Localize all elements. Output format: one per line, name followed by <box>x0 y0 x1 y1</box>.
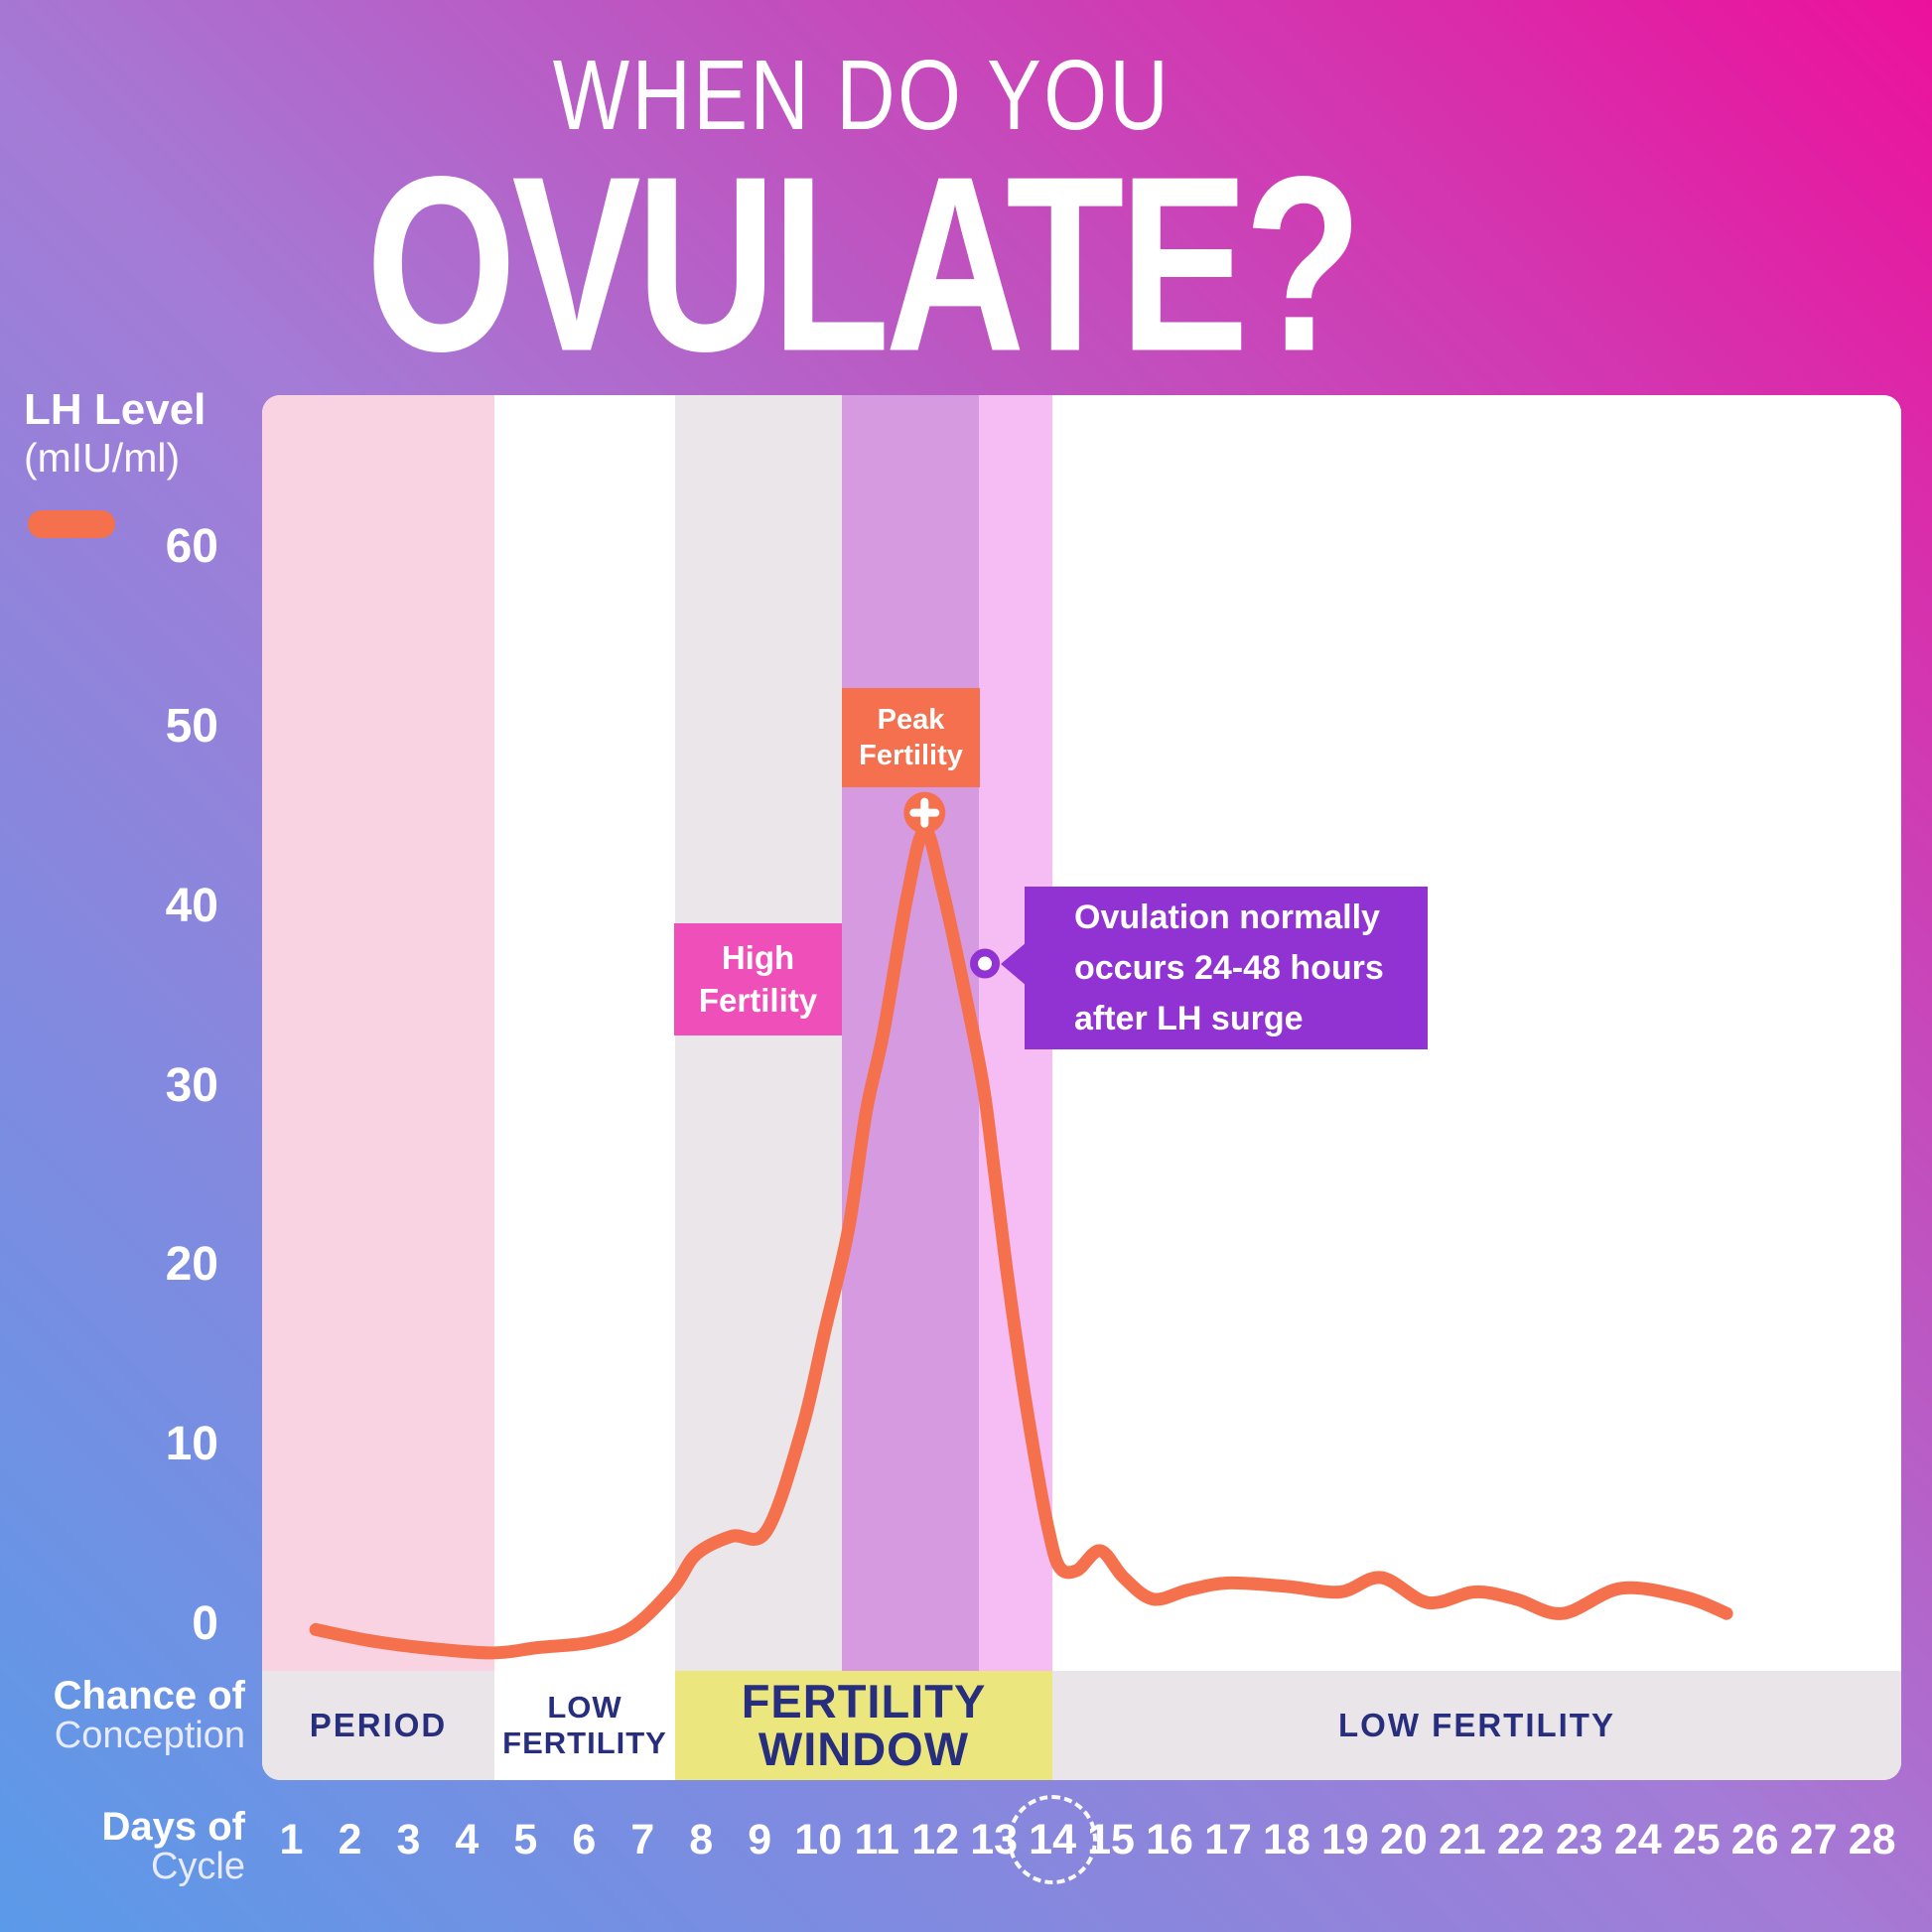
day-7: 7 <box>630 1815 655 1863</box>
day-4: 4 <box>455 1815 480 1863</box>
day-1: 1 <box>279 1815 304 1863</box>
chance-of-conception-row: PERIOD LOW FERTILITY FERTILITY WINDOW LOW F… <box>262 1671 1901 1780</box>
y-tick-0: 0 <box>192 1597 218 1650</box>
conception-cell-3: LOW FERTILITY <box>1052 1671 1901 1780</box>
conception-row-sublabel: Conception <box>54 1715 245 1756</box>
high-fertility-label-box: High Fertility <box>674 923 842 1035</box>
day-24: 24 <box>1613 1815 1662 1863</box>
day-28: 28 <box>1848 1815 1896 1863</box>
conception-cell-0: PERIOD <box>262 1671 494 1780</box>
day-22: 22 <box>1496 1815 1545 1863</box>
peak-fertility-line1: Peak <box>877 703 945 736</box>
callout-line3: after LH surge <box>1074 999 1304 1037</box>
y-tick-50: 50 <box>165 699 218 753</box>
day-25: 25 <box>1672 1815 1721 1863</box>
day-21: 21 <box>1438 1815 1486 1863</box>
ovulation-point-marker <box>970 948 1001 979</box>
day-3: 3 <box>396 1815 421 1863</box>
lh-level-curve <box>309 824 1733 1660</box>
day-18: 18 <box>1263 1815 1311 1863</box>
page-title: OVULATE? <box>365 123 1363 404</box>
day-10: 10 <box>794 1815 843 1863</box>
y-tick-60: 60 <box>165 520 218 574</box>
y-axis-units: (mIU/ml) <box>24 435 181 481</box>
y-tick-40: 40 <box>165 879 218 932</box>
day-17: 17 <box>1204 1815 1252 1863</box>
lh-line-legend-swatch <box>28 510 115 538</box>
y-tick-10: 10 <box>165 1418 218 1471</box>
plus-icon <box>909 797 940 828</box>
day-27: 27 <box>1789 1815 1838 1863</box>
period-band <box>262 395 494 1671</box>
days-of-cycle-axis: 1 2 3 4 5 6 7 8 9 10 11 12 13 14 15 16 17 18 19 20 21 22 23 24 2… <box>262 1780 1901 1899</box>
peak-fertility-label-box: Peak Fertility <box>842 688 980 787</box>
header: WHEN DO YOU OVULATE? <box>0 0 1724 395</box>
y-axis-title: LH Level <box>24 385 207 434</box>
y-tick-20: 20 <box>165 1238 218 1292</box>
day-6: 6 <box>572 1815 597 1863</box>
day-20: 20 <box>1379 1815 1428 1863</box>
day-8: 8 <box>689 1815 714 1863</box>
callout-line1: Ovulation normally <box>1074 897 1380 936</box>
day-12: 12 <box>911 1815 960 1863</box>
peak-fertility-line2: Fertility <box>859 740 963 771</box>
low-fertility-pre-band <box>494 395 675 1671</box>
lh-cycle-chart: PERIOD LOW FERTILITY FERTILITY WINDOW LOW F… <box>262 395 1901 1780</box>
high-fertility-line2: Fertility <box>698 981 818 1019</box>
conception-row-label: Chance of <box>53 1674 245 1718</box>
day-23: 23 <box>1555 1815 1603 1863</box>
day-16: 16 <box>1146 1815 1193 1863</box>
day-14-ovulation-day: 14 <box>1024 1780 1082 1899</box>
conception-cell-1: LOW FERTILITY <box>494 1671 675 1780</box>
day-19: 19 <box>1321 1815 1369 1863</box>
y-tick-30: 30 <box>165 1058 218 1112</box>
days-row-sublabel: Cycle <box>150 1846 245 1887</box>
title-line-1: WHEN DO YOU <box>552 40 1172 151</box>
day-5: 5 <box>513 1815 538 1863</box>
day-15: 15 <box>1087 1815 1135 1863</box>
callout-pointer-icon <box>1001 942 1027 986</box>
conception-cell-2: FERTILITY WINDOW <box>675 1671 1052 1780</box>
ovulation-callout: Ovulation normally occurs 24-48 hours af… <box>1001 887 1428 1049</box>
days-row-label: Days of <box>101 1805 246 1849</box>
day-26: 26 <box>1730 1815 1779 1863</box>
callout-line2: occurs 24-48 hours <box>1074 948 1384 987</box>
high-fertility-line1: High <box>721 938 795 976</box>
day-9: 9 <box>748 1815 772 1863</box>
day-2: 2 <box>338 1815 362 1863</box>
day-11: 11 <box>854 1815 899 1863</box>
peak-fertility-band <box>842 395 979 1671</box>
lh-curve-layer <box>309 791 1733 1660</box>
